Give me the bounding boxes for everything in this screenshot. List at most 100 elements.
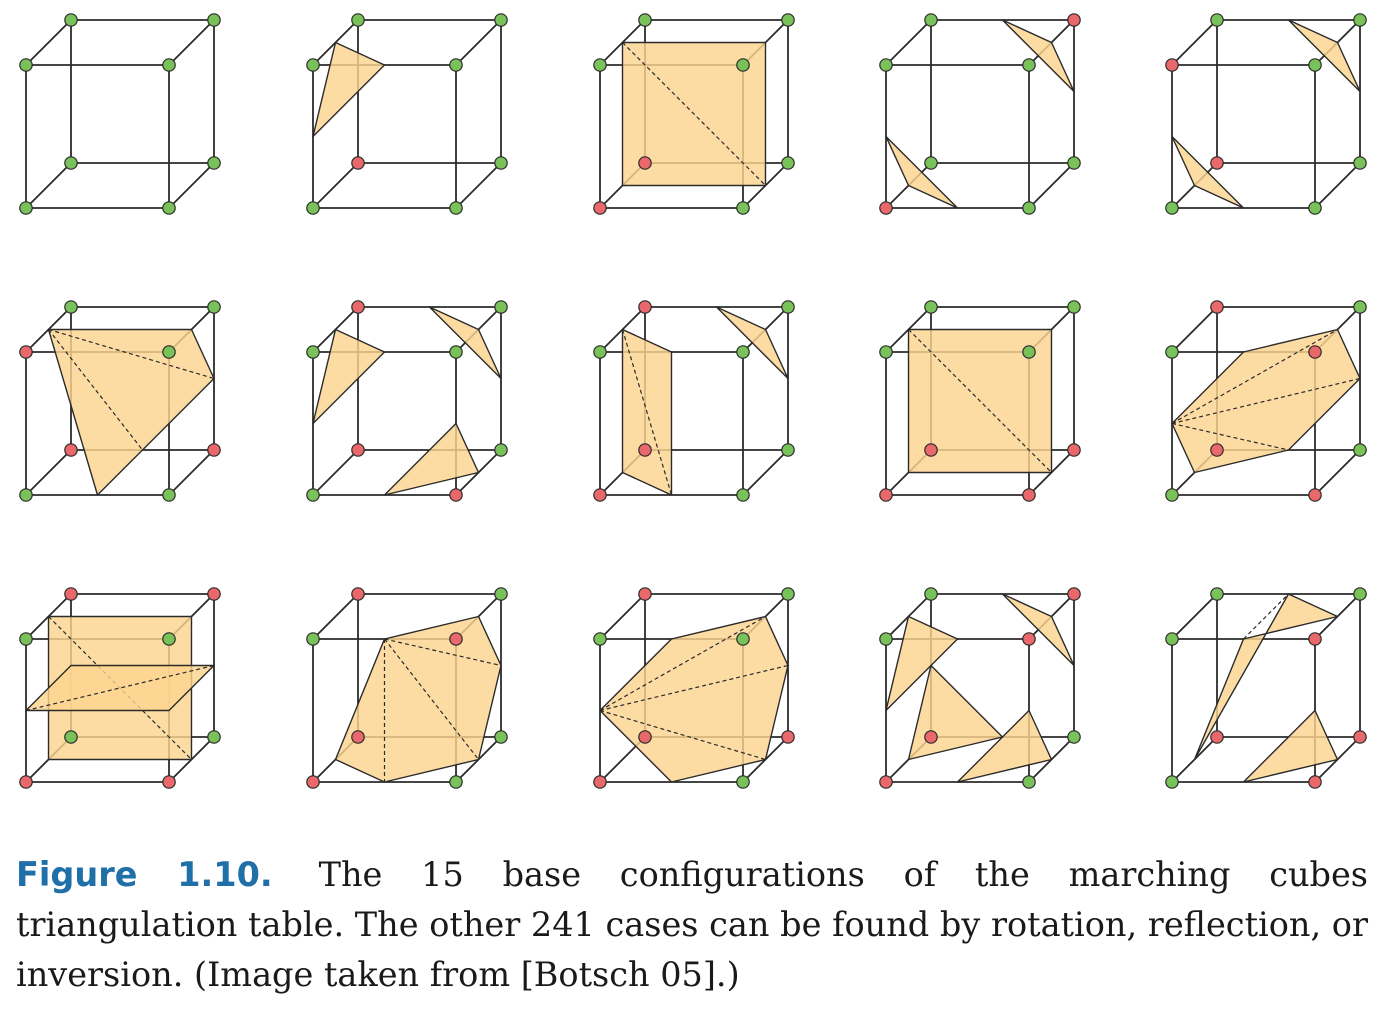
outside-vertex [1210,13,1224,27]
cube-case-12 [593,587,795,789]
inside-vertex [1308,488,1322,502]
iso-surface-patch [1242,709,1339,783]
inside-vertex [1308,345,1322,359]
triangulation-diagonal [599,615,766,712]
outside-vertex [1022,58,1036,72]
inside-vertex [449,632,463,646]
marching-cubes-figure [19,13,1367,789]
iso-surface-patch [885,135,959,209]
outside-vertex [736,201,750,215]
outside-vertex [1165,345,1179,359]
outside-vertex [781,13,795,27]
inside-vertex [879,201,893,215]
cube-edge [168,449,215,496]
cube-edge [1314,162,1361,209]
figure-caption: Figure 1.10. The 15 base configurations o… [16,850,1368,1000]
outside-vertex [64,156,78,170]
inside-vertex [638,730,652,744]
triangulation-diagonal [48,329,143,451]
triangulation-diagonal [384,638,502,667]
inside-vertex [207,587,221,601]
outside-vertex [1353,156,1367,170]
cube-edge [312,449,359,496]
inside-vertex [593,201,607,215]
outside-vertex [593,632,607,646]
iso-surface-patch [47,328,215,496]
outside-vertex [207,730,221,744]
outside-vertex [19,58,33,72]
inside-vertex [1067,443,1081,457]
outside-vertex [1067,156,1081,170]
outside-vertex [1067,730,1081,744]
cube-edge [742,449,789,496]
cube-edge [25,449,72,496]
outside-vertex [1165,632,1179,646]
outside-vertex [924,300,938,314]
cube-edge [455,19,502,66]
triangulation-diagonal [1171,377,1361,425]
outside-vertex [449,775,463,789]
iso-surface-patch [1287,19,1361,93]
outside-vertex [781,156,795,170]
inside-vertex [879,488,893,502]
inside-vertex [351,300,365,314]
outside-vertex [351,13,365,27]
iso-surface-patch [312,41,386,138]
outside-vertex [306,58,320,72]
outside-vertex [736,775,750,789]
iso-surface-patch [599,615,789,783]
inside-vertex [1022,632,1036,646]
cube-edge [1171,19,1218,66]
outside-vertex [781,300,795,314]
outside-vertex [306,201,320,215]
outside-vertex [924,13,938,27]
inside-vertex [351,443,365,457]
cube-edge [1171,593,1218,640]
cube-edge [1028,162,1075,209]
outside-vertex [306,632,320,646]
outside-vertex [1353,443,1367,457]
cube-case-11 [306,587,508,789]
iso-surface-patch [334,615,502,783]
outside-vertex [306,345,320,359]
inside-vertex [781,730,795,744]
iso-surface-patch [1171,328,1361,474]
inside-vertex [924,443,938,457]
outside-vertex [1022,345,1036,359]
inside-vertex [351,156,365,170]
cube-case-4 [1165,13,1367,215]
triangulation-diagonal [621,329,673,496]
cube-edge [1171,306,1218,353]
cube-case-14 [1165,587,1367,789]
iso-surface-patch [956,709,1053,783]
cube-case-6 [306,300,508,502]
inside-vertex [449,488,463,502]
outside-vertex [64,300,78,314]
outside-vertex [638,13,652,27]
outside-vertex [494,730,508,744]
cube-case-2 [593,13,795,215]
outside-vertex [593,58,607,72]
triangulation-diagonal [599,664,789,712]
cube-edge [1314,449,1361,496]
inside-vertex [638,156,652,170]
outside-vertex [781,587,795,601]
cube-case-10 [19,587,221,789]
inside-vertex [207,443,221,457]
outside-vertex [1308,58,1322,72]
cube-edge [25,162,72,209]
iso-surface-patch [907,664,1004,761]
cube-case-0 [19,13,221,215]
inside-vertex [19,345,33,359]
outside-vertex [924,156,938,170]
inside-vertex [351,730,365,744]
outside-vertex [1165,201,1179,215]
inside-vertex [162,775,176,789]
cube-edge [168,162,215,209]
cube-edge [599,593,646,640]
outside-vertex [207,13,221,27]
inside-vertex [1210,300,1224,314]
outside-vertex [449,201,463,215]
cube-case-9 [1165,300,1367,502]
inside-vertex [64,587,78,601]
